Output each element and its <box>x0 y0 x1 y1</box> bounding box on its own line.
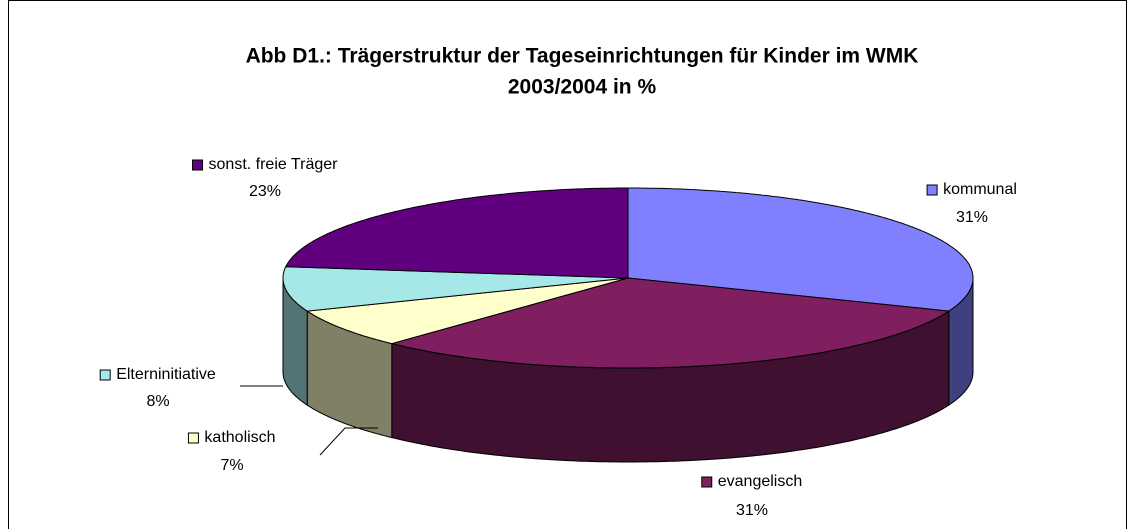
chart-title: 2003/2004 in % <box>508 76 657 99</box>
slice <box>391 277 951 369</box>
slice-label: evangelisch <box>718 473 803 490</box>
legend-key <box>187 432 199 444</box>
slice-label: kommunal <box>943 181 1017 198</box>
slice-value-label: 31% <box>736 502 768 519</box>
legend-key <box>926 184 938 196</box>
slice <box>282 266 629 312</box>
slice-value-label: 8% <box>146 393 169 410</box>
slice-label: sonst. freie Träger <box>209 156 339 173</box>
chart-title: Abb D1.: Trägerstruktur der Tageseinrich… <box>246 45 919 68</box>
slice <box>284 187 629 279</box>
legend-key <box>99 369 111 381</box>
legend-key <box>192 159 204 171</box>
slice <box>627 187 974 312</box>
slice <box>305 277 629 345</box>
slice-value-label: 31% <box>956 209 988 226</box>
slice-value-label: 23% <box>249 183 281 200</box>
slice-label: Elterninitiative <box>116 366 216 383</box>
slice-value-label: 7% <box>220 457 243 474</box>
legend-key <box>701 476 713 488</box>
leader-line <box>319 427 378 456</box>
slice-label: katholisch <box>204 429 275 446</box>
